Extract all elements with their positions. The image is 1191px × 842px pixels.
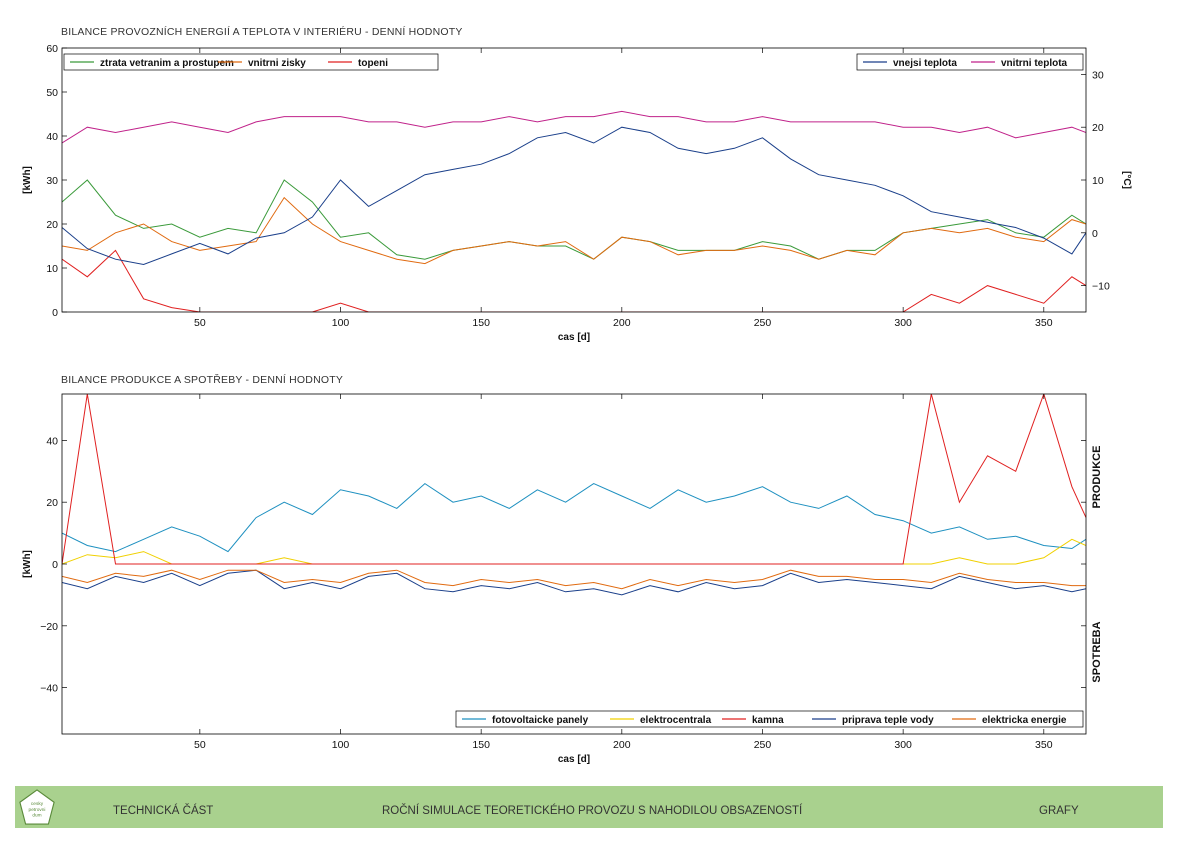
legend-label-elektricka-energie: elektricka energie	[982, 715, 1067, 726]
legend-box	[856, 53, 1084, 71]
series-line-vnejsi-teplota	[62, 126, 1086, 266]
spotreba-side-label: SPOTREBA	[1091, 621, 1103, 683]
y2-tick-label: 20	[1092, 122, 1104, 134]
x-tick-label: 350	[1035, 317, 1053, 329]
chart2-title: BILANCE PRODUKCE A SPOTŘEBY - DENNÍ HODN…	[61, 374, 344, 386]
footer-right-text: GRAFY	[1039, 805, 1079, 817]
footer-bar: cesky petrovni dum TECHNICKÁ ČÁST ROČNÍ …	[15, 786, 1163, 828]
x-tick-label: 200	[613, 739, 631, 751]
x-tick-label: 100	[332, 739, 350, 751]
legend-box	[455, 710, 1084, 728]
legend-box	[63, 53, 439, 71]
series-line-priprava-teple-vody	[62, 569, 1086, 596]
plot-area	[62, 110, 1086, 312]
legend-label-priprava-teple-vody: priprava teple vody	[842, 715, 934, 726]
y-tick-label: 20	[46, 497, 58, 509]
footer-left-text: TECHNICKÁ ČÁST	[113, 805, 214, 817]
plot-area	[62, 394, 1086, 596]
y-axis-label: [kWh]	[22, 166, 33, 194]
legend-label-vnitrni-teplota: vnitrni teplota	[1001, 58, 1068, 69]
x-tick-label: 350	[1035, 739, 1053, 751]
y-tick-label: 0	[52, 559, 58, 571]
x-axis-label: cas [d]	[558, 754, 590, 765]
legend-label-vnitrni-zisky: vnitrni zisky	[248, 58, 306, 69]
x-tick-label: 150	[472, 739, 490, 751]
y2-tick-label: 0	[1092, 228, 1098, 240]
y-tick-label: −40	[40, 683, 58, 695]
y-tick-label: 60	[46, 43, 58, 55]
x-axis-label: cas [d]	[558, 332, 590, 343]
x-tick-label: 300	[894, 739, 912, 751]
production-consumption-chart: 50 100 150 200 250 300 350 −40 −20 0 20 40 cas [d] [k…	[22, 393, 1087, 765]
legend-label-ztrata-vetranim-a-prostupem: ztrata vetranim a prostupem	[100, 58, 234, 69]
y2-axis-label: [°C]	[1121, 171, 1132, 189]
x-tick-label: 250	[754, 739, 772, 751]
y-tick-label: −20	[40, 621, 58, 633]
y-tick-label: 50	[46, 87, 58, 99]
x-tick-label: 50	[194, 317, 206, 329]
series-line-kamna	[62, 394, 1086, 565]
logo-line-1: cesky	[31, 801, 44, 807]
series-line-vnitrni-teplota	[62, 110, 1086, 144]
chart1-title: BILANCE PROVOZNÍCH ENERGIÍ A TEPLOTA V I…	[61, 26, 463, 38]
legend-label-kamna: kamna	[752, 715, 784, 726]
logo-line-3: dum	[32, 813, 41, 819]
house-logo-icon: cesky petrovni dum	[19, 789, 55, 825]
legend-label-elektrocentrala: elektrocentrala	[640, 715, 712, 726]
y-tick-label: 40	[46, 131, 58, 143]
x-tick-label: 150	[472, 317, 490, 329]
y2-tick-label: 30	[1092, 69, 1104, 81]
x-tick-label: 200	[613, 317, 631, 329]
logo-line-2: petrovni	[29, 807, 46, 813]
legend-label-vnejsi-teplota: vnejsi teplota	[893, 58, 957, 69]
energy-temperature-chart: 50 100 150 200 250 300 350 0 10 20 30 40 50 60 −10 0 10 2…	[22, 43, 1132, 343]
footer-center-text: ROČNÍ SIMULACE TEORETICKÉHO PROVOZU S NA…	[382, 805, 803, 817]
legend-label-fotovoltaicke-panely: fotovoltaicke panely	[492, 715, 589, 726]
series-line-fotovoltaicke-panely	[62, 482, 1086, 553]
y2-tick-label: −10	[1092, 281, 1110, 293]
y-tick-label: 40	[46, 435, 58, 447]
x-tick-label: 50	[194, 739, 206, 751]
series-line-vnitrni-zisky	[62, 196, 1086, 265]
y-tick-label: 20	[46, 219, 58, 231]
series-line-topeni	[62, 249, 1086, 312]
produkce-side-label: PRODUKCE	[1091, 445, 1103, 509]
y2-tick-label: 10	[1092, 175, 1104, 187]
x-tick-label: 250	[754, 317, 772, 329]
legend-label-topeni: topeni	[358, 58, 388, 69]
series-line-elektrocentrala	[62, 538, 1086, 565]
y-tick-label: 10	[46, 263, 58, 275]
plot-frame	[61, 47, 1087, 313]
y-axis-label: [kWh]	[22, 550, 33, 578]
y-tick-label: 0	[52, 307, 58, 319]
x-tick-label: 100	[332, 317, 350, 329]
x-tick-label: 300	[894, 317, 912, 329]
y-tick-label: 30	[46, 175, 58, 187]
series-line-elektricka-energie	[62, 569, 1086, 590]
